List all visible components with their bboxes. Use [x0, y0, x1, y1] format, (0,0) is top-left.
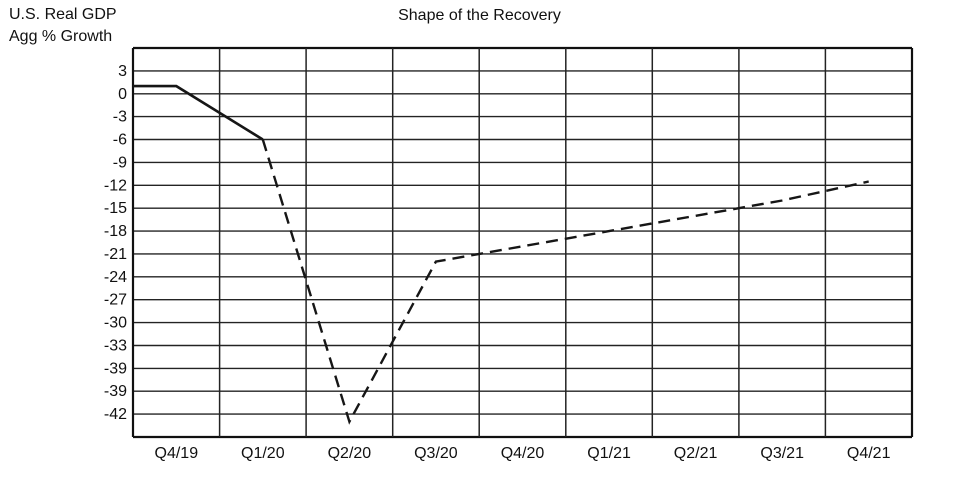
y-axis-title-line2: Agg % Growth — [9, 28, 113, 45]
y-tick-label: -9 — [113, 154, 127, 171]
y-tick-label: -21 — [104, 246, 127, 263]
y-tick-label: 3 — [118, 63, 127, 80]
chart-title: Shape of the Recovery — [398, 7, 561, 24]
x-tick-label: Q2/21 — [674, 445, 718, 462]
y-tick-label: -24 — [104, 269, 127, 286]
y-axis-title-line1: U.S. Real GDP — [9, 6, 117, 23]
y-tick-label: -30 — [104, 315, 127, 332]
x-tick-label: Q3/20 — [414, 445, 458, 462]
y-tick-label: -15 — [104, 200, 127, 217]
x-tick-label: Q1/21 — [587, 445, 631, 462]
y-tick-label: -27 — [104, 292, 127, 309]
y-tick-label: 0 — [118, 86, 127, 103]
x-tick-label: Q1/20 — [241, 445, 285, 462]
x-tick-label: Q4/20 — [501, 445, 545, 462]
y-tick-label: -18 — [104, 223, 127, 240]
y-tick-label: -12 — [104, 177, 127, 194]
y-tick-label: -39 — [104, 360, 127, 377]
y-tick-label: -33 — [104, 338, 127, 355]
y-tick-label: -3 — [113, 109, 127, 126]
x-tick-label: Q4/21 — [847, 445, 891, 462]
y-tick-label: -42 — [104, 406, 127, 423]
y-tick-label: -6 — [113, 132, 127, 149]
x-tick-label: Q3/21 — [760, 445, 804, 462]
y-axis-title: U.S. Real GDP Agg % Growth — [9, 4, 117, 48]
x-tick-label: Q2/20 — [328, 445, 372, 462]
gdp-line-dashed — [261, 139, 869, 425]
gdp-line-solid — [133, 84, 264, 141]
x-tick-label: Q4/19 — [155, 445, 199, 462]
y-tick-label: -39 — [104, 383, 127, 400]
